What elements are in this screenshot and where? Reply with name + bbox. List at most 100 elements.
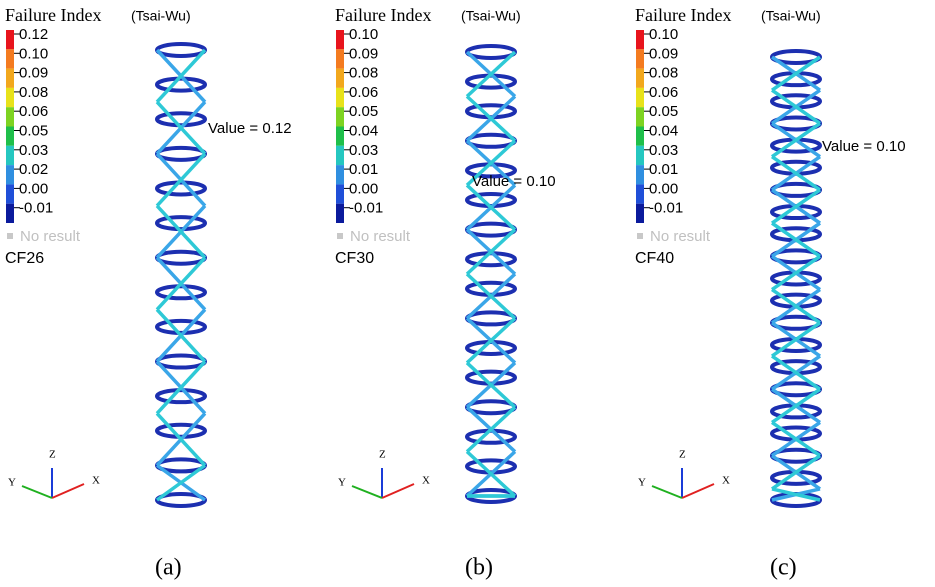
ring (465, 44, 517, 60)
legend-label: 0.10 (349, 26, 378, 43)
legend-label: 0.05 (19, 122, 48, 139)
lattice-cylinder (155, 42, 207, 508)
colorbar-segment (336, 184, 344, 204)
legend-subtitle: (Tsai-Wu) (761, 8, 821, 24)
legend-subtitle: (Tsai-Wu) (131, 8, 191, 24)
no-result-swatch (337, 233, 343, 239)
legend-label: 0.09 (19, 65, 48, 82)
legend-label: -0.01 (349, 200, 383, 217)
panel: Failure Index (Tsai-Wu) 0.10 0.09 0.08 0.06 0.… (335, 5, 556, 580)
axis-x (381, 483, 415, 499)
legend-label: 0.02 (19, 161, 48, 178)
colorbar-segment (336, 126, 344, 146)
lattice-cylinder (465, 44, 517, 504)
legend-label: 0.10 (19, 45, 48, 62)
no-result-swatch (637, 233, 643, 239)
caption: (b) (465, 555, 493, 581)
legend-subtitle: (Tsai-Wu) (461, 8, 521, 24)
value-annotation: Value = 0.10 (472, 173, 556, 190)
no-result-label: No result (350, 228, 411, 245)
colorbar-segment (336, 107, 344, 127)
ring (155, 215, 207, 232)
legend-label: -0.01 (649, 200, 683, 217)
ring (155, 145, 207, 162)
legend-label: 0.09 (349, 45, 378, 62)
no-result-swatch (7, 233, 13, 239)
colorbar-segment (636, 165, 644, 185)
colorbar-segment (336, 145, 344, 166)
ring (155, 284, 207, 301)
colorbar-segment (636, 145, 644, 166)
ring (465, 73, 517, 90)
ring (465, 132, 517, 149)
colorbar-segment (6, 145, 14, 166)
value-annotation: Value = 0.12 (208, 120, 292, 137)
axis-y (351, 485, 383, 499)
legend-label: 0.04 (349, 122, 378, 139)
legend-label: 0.09 (649, 45, 678, 62)
panel: Failure Index (Tsai-Wu) 0.12 0.10 0.09 0.08 0.… (5, 5, 292, 580)
helix (465, 50, 517, 498)
axis-x-label: X (722, 475, 730, 487)
model-label: CF40 (635, 250, 674, 267)
axis-y-label: Y (338, 477, 346, 489)
helix (155, 48, 207, 502)
model-label: CF30 (335, 250, 374, 267)
ring (155, 249, 207, 266)
ring (465, 251, 517, 268)
ring (465, 221, 517, 238)
caption: (a) (155, 555, 182, 581)
colorbar-segment (6, 126, 14, 146)
colorbar-segment (6, 30, 14, 50)
value-annotation: Value = 0.10 (822, 138, 906, 155)
legend-label: 0.08 (649, 65, 678, 82)
axis-x-label: X (422, 475, 430, 487)
ring (155, 353, 207, 370)
axis-x (51, 483, 85, 499)
helix (771, 55, 821, 502)
colorbar-segment (6, 68, 14, 88)
legend-label: 0.05 (649, 103, 678, 120)
colorbar-segment (636, 49, 644, 69)
colorbar-segment (6, 165, 14, 185)
colorbar-segment (336, 68, 344, 88)
legend-label: 0.08 (349, 65, 378, 82)
colorbar-segment (636, 68, 644, 88)
colorbar-segment (636, 126, 644, 146)
legend-label: 0.01 (349, 161, 378, 178)
colorbar-segment (336, 49, 344, 69)
colorbar-segment (336, 165, 344, 185)
legend-label: -0.01 (19, 200, 53, 217)
ring (465, 369, 517, 386)
legend-title: Failure Index (5, 5, 101, 25)
colorbar-segment (336, 203, 344, 223)
colorbar-segment (6, 184, 14, 204)
legend-label: 0.03 (649, 142, 678, 159)
ring (155, 180, 207, 197)
axis-z-label: Z (49, 449, 56, 461)
colorbar-segment (6, 87, 14, 108)
colorbar-segment (6, 107, 14, 127)
legend-label: 0.04 (649, 122, 678, 139)
ring (465, 340, 517, 356)
axis-y (651, 485, 683, 499)
axis-z-label: Z (379, 449, 386, 461)
axis-x-label: X (92, 475, 100, 487)
axis-x (681, 483, 715, 499)
ring (155, 111, 207, 128)
lattice-cylinder (770, 49, 822, 508)
axis-z-label: Z (679, 449, 686, 461)
legend-label: 0.03 (19, 142, 48, 159)
ring (465, 458, 517, 475)
no-result-label: No result (650, 228, 711, 245)
colorbar-segment (636, 30, 644, 50)
caption: (c) (770, 555, 797, 581)
colorbar-segment (636, 184, 644, 204)
colorbar-segment (636, 87, 644, 108)
axis-y-label: Y (638, 477, 646, 489)
ring (465, 192, 517, 208)
legend-label: 0.10 (649, 26, 678, 43)
ring (155, 388, 207, 405)
legend-label: 0.00 (19, 180, 48, 197)
helix (771, 55, 821, 502)
